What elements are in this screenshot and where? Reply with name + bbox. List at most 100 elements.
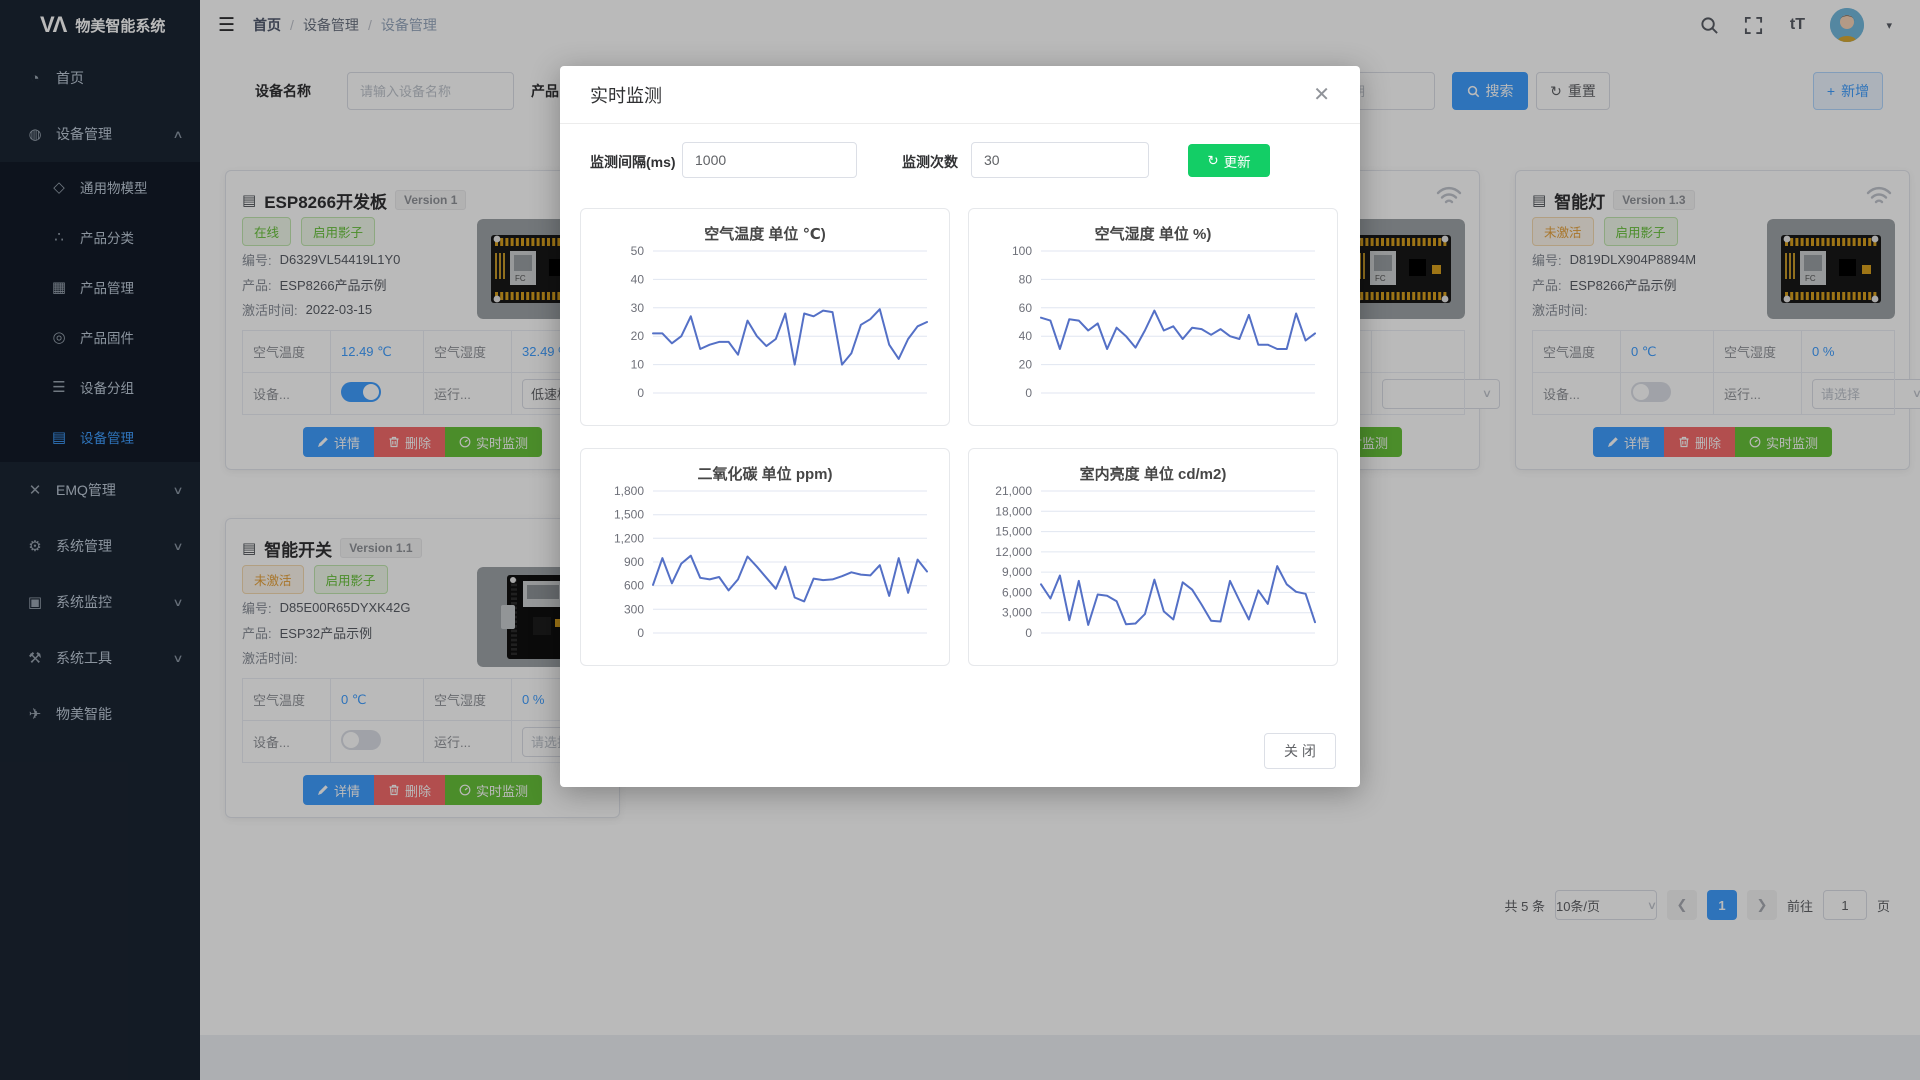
line-chart-plot: 0 20 40 60 80 100 — [1012, 244, 1316, 400]
refresh-icon: ↻ — [1207, 152, 1219, 168]
prev-page-button[interactable]: ❮ — [1666, 890, 1697, 920]
fullscreen-icon[interactable] — [1742, 14, 1764, 36]
delete-button[interactable]: 删除 — [373, 775, 445, 805]
interval-input[interactable] — [682, 142, 857, 178]
svg-text:0: 0 — [1025, 386, 1032, 400]
device-field: 激活时间: — [242, 651, 298, 666]
device-name-input[interactable] — [347, 72, 514, 110]
status-tag: 在线 — [242, 216, 292, 246]
svg-text:30: 30 — [631, 301, 645, 315]
version-badge: Version 1.1 — [340, 538, 422, 558]
svg-text:0: 0 — [1025, 626, 1032, 640]
sidebar: VΛ 物美智能系统 ◔ 首页 ◍ 设备管理 ∧ ◇ 通用物模型 ∴ 产品分类 ▦ 产品管理 ◎ 产品固件… — [0, 0, 200, 1080]
sidebar-item-产品固件[interactable]: ◎ 产品固件 — [0, 312, 200, 362]
sidebar-item-设备管理[interactable]: ▤ 设备管理 — [0, 412, 200, 462]
sidebar-item-产品管理[interactable]: ▦ 产品管理 — [0, 262, 200, 312]
current-page-button[interactable]: 1 — [1706, 890, 1737, 920]
monitor-button[interactable]: 实时监测 — [445, 427, 543, 457]
close-icon[interactable]: ✕ — [1313, 84, 1330, 106]
avatar[interactable] — [1830, 8, 1865, 42]
grid-icon: ▦ — [51, 279, 67, 296]
sidebar-item-系统工具[interactable]: ⚒ 系统工具 ∨ — [0, 630, 200, 686]
svg-text:1,800: 1,800 — [614, 484, 644, 498]
detail-button[interactable]: 详情 — [302, 427, 374, 457]
svg-text:0: 0 — [637, 386, 644, 400]
sidebar-item-label: 设备管理 — [80, 431, 134, 446]
detail-button[interactable]: 详情 — [1592, 427, 1664, 457]
delete-button[interactable]: 删除 — [373, 427, 445, 457]
status-tags: 未激活 启用影子 — [1532, 215, 1893, 247]
svg-text:20: 20 — [1019, 358, 1033, 372]
device-type-icon: ▤ — [242, 192, 257, 209]
sidebar-item-label: 通用物模型 — [80, 181, 148, 196]
device-switch-toggle[interactable] — [341, 382, 381, 402]
monitor-icon: ▣ — [27, 594, 43, 611]
device-title: ESP8266开发板 — [264, 192, 388, 212]
sidebar-item-设备分组[interactable]: ☰ 设备分组 — [0, 362, 200, 412]
count-input[interactable] — [971, 142, 1149, 178]
dialog-footer: 关 闭 — [1264, 733, 1336, 769]
chart-temperature: 空气温度 单位 ℃) 0 10 20 30 40 50 — [580, 208, 950, 426]
svg-text:FC: FC — [1805, 274, 1816, 283]
status-tag: 启用影子 — [1603, 216, 1678, 246]
monitor-controls: 监测间隔(ms) 监测次数 ↻ 更新 — [560, 142, 1360, 192]
search-icon[interactable] — [1698, 14, 1720, 36]
svg-text:21,000: 21,000 — [995, 484, 1032, 498]
delete-button[interactable]: 删除 — [1663, 427, 1735, 457]
device-title: 智能灯 — [1554, 192, 1606, 212]
device-switch-toggle[interactable] — [341, 730, 381, 750]
page-size-select[interactable]: 10条/页 ∨ — [1554, 890, 1657, 920]
refresh-button[interactable]: ↻ 更新 — [1188, 144, 1270, 177]
sidebar-item-label: 系统监控 — [56, 594, 112, 610]
sidebar-item-物美智能[interactable]: ✈ 物美智能 — [0, 686, 200, 742]
sidebar-item-设备管理[interactable]: ◍ 设备管理 ∧ — [0, 106, 200, 162]
device-field: 产品: ESP8266产品示例 — [242, 278, 387, 293]
line-chart-plot: 0 3,000 6,000 9,000 12,000 15,000 18,000 21,000 — [995, 484, 1316, 640]
sidebar-item-label: 产品管理 — [80, 281, 134, 296]
app-title: 物美智能系统 — [75, 17, 166, 35]
device-field: 激活时间: — [1532, 303, 1588, 318]
device-sphere-icon: ◍ — [28, 126, 42, 143]
add-button[interactable]: + 新增 — [1813, 72, 1883, 110]
monitor-button[interactable]: 实时监测 — [1735, 427, 1833, 457]
next-page-button[interactable]: ❯ — [1746, 890, 1777, 920]
font-size-icon[interactable]: tT — [1789, 16, 1806, 33]
close-dialog-button[interactable]: 关 闭 — [1264, 733, 1336, 769]
sidebar-item-系统管理[interactable]: ⚙ 系统管理 ∨ — [0, 518, 200, 574]
card-header: ▤ 智能灯 Version 1.3 — [1532, 185, 1893, 215]
detail-button[interactable]: 详情 — [302, 775, 374, 805]
collapse-sidebar-icon[interactable]: ☰ — [218, 14, 236, 36]
sidebar-item-产品分类[interactable]: ∴ 产品分类 — [0, 212, 200, 262]
sidebar-item-label: EMQ管理 — [56, 482, 116, 498]
svg-text:80: 80 — [1019, 272, 1033, 286]
goto-page-input[interactable] — [1822, 890, 1867, 920]
breadcrumb-item[interactable]: 首页 — [253, 17, 282, 33]
svg-text:300: 300 — [624, 602, 644, 616]
sidebar-item-label: 系统工具 — [56, 650, 112, 666]
run-mode-select[interactable]: ∨ — [1382, 378, 1500, 409]
sidebar-item-首页[interactable]: ◔ 首页 — [0, 50, 200, 106]
chart-luminance: 室内亮度 单位 cd/m2) 0 3,000 6,000 9,000 12,000 15,… — [968, 448, 1338, 666]
chevron-down-icon[interactable]: ▾ — [1886, 19, 1892, 32]
reset-button[interactable]: ↻ 重置 — [1536, 72, 1610, 110]
sidebar-item-label: 设备分组 — [80, 381, 134, 396]
device-switch-toggle[interactable] — [1631, 382, 1671, 402]
filter-bar: 设备名称 产品 搜索 ↻ 重置 + 新增 — [200, 50, 1920, 130]
search-button[interactable]: 搜索 — [1452, 72, 1528, 110]
sidebar-item-系统监控[interactable]: ▣ 系统监控 ∨ — [0, 574, 200, 630]
interval-label: 监测间隔(ms) — [590, 154, 676, 170]
wifi-icon — [1435, 185, 1463, 212]
chart-title: 空气湿度 单位 %) — [1094, 226, 1212, 243]
sidebar-item-通用物模型[interactable]: ◇ 通用物模型 — [0, 162, 200, 212]
breadcrumb-item[interactable]: 设备管理 — [302, 17, 359, 33]
svg-text:1,200: 1,200 — [614, 531, 644, 545]
sidebar-item-label: 产品固件 — [80, 331, 134, 346]
chevron-down-icon: ∨ — [172, 484, 184, 497]
page-footer-strip — [200, 1035, 1920, 1080]
monitor-button[interactable]: 实时监测 — [445, 775, 543, 805]
chevron-down-icon: ∨ — [172, 540, 184, 553]
svg-text:FC: FC — [1375, 274, 1386, 283]
sidebar-item-EMQ管理[interactable]: ✕ EMQ管理 ∨ — [0, 462, 200, 518]
run-mode-select[interactable]: 请选择∨ — [1812, 378, 1920, 409]
device-card: ▤ 智能灯 Version 1.3 未激活 启用影子 编号: D819DLX904P8894… — [1515, 170, 1920, 470]
